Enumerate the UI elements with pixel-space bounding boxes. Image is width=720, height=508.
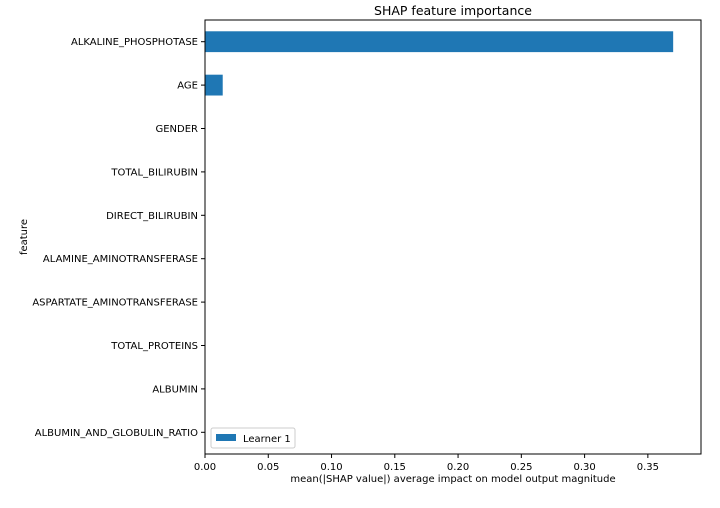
bar xyxy=(205,74,223,96)
y-ticks: ALKALINE_PHOSPHOTASE AGE GENDER TOTAL_BILIR… xyxy=(32,37,205,439)
x-tick-label: 0.00 xyxy=(194,462,216,473)
legend-swatch xyxy=(216,434,236,441)
y-tick-label: ASPARTATE_AMINOTRANSFERASE xyxy=(32,298,198,309)
x-tick-label: 0.35 xyxy=(637,462,659,473)
y-tick-label: TOTAL_BILIRUBIN xyxy=(110,167,198,178)
x-tick-label: 0.15 xyxy=(384,462,406,473)
plot-frame xyxy=(204,19,702,455)
x-tick-label: 0.05 xyxy=(257,462,279,473)
x-tick-label: 0.20 xyxy=(447,462,469,473)
x-tick-label: 0.25 xyxy=(510,462,532,473)
y-tick-label: ALBUMIN_AND_GLOBULIN_RATIO xyxy=(35,428,198,439)
y-tick-label: ALAMINE_AMINOTRANSFERASE xyxy=(43,254,198,265)
legend: Learner 1 xyxy=(210,427,296,449)
y-tick-label: ALKALINE_PHOSPHOTASE xyxy=(71,37,198,48)
x-tick-label: 0.30 xyxy=(573,462,595,473)
y-tick-label: DIRECT_BILIRUBIN xyxy=(106,211,198,222)
bars-layer xyxy=(205,31,674,96)
legend-label: Learner 1 xyxy=(243,434,291,445)
x-ticks: 0.00 0.05 0.10 0.15 0.20 0.25 0.30 0.35 xyxy=(194,454,659,473)
y-tick-label: ALBUMIN xyxy=(152,384,198,395)
y-tick-label: GENDER xyxy=(155,124,198,135)
legend-frame xyxy=(210,427,296,449)
y-axis-label: feature xyxy=(19,219,30,255)
chart-title: SHAP feature importance xyxy=(374,3,532,18)
y-tick-label: AGE xyxy=(177,81,198,92)
x-axis-label: mean(|SHAP value|) average impact on mod… xyxy=(290,474,615,485)
y-tick-label: TOTAL_PROTEINS xyxy=(110,341,198,352)
x-tick-label: 0.10 xyxy=(320,462,342,473)
bar xyxy=(205,31,674,53)
